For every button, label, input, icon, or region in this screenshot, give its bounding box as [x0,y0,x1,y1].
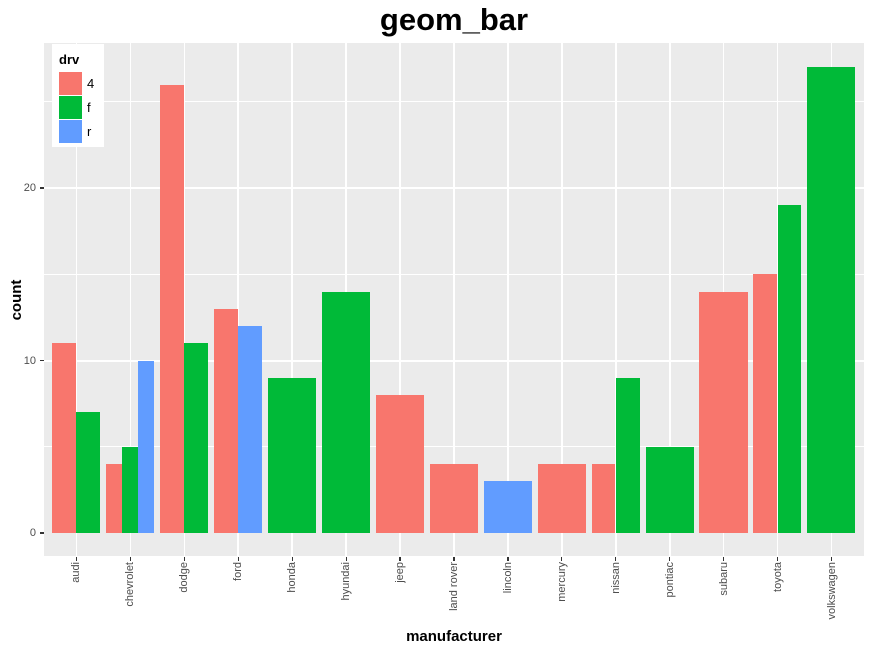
legend-title: drv [59,52,80,67]
x-tick-pontiac [669,556,671,561]
legend-item-4: 4 [59,72,94,95]
gridline-x-land-rover [453,43,455,556]
x-tick-label-toyota: toyota [771,562,784,592]
x-tick-label-hyundai: hyundai [340,562,353,601]
x-tick-dodge [183,556,185,561]
gridline-x-honda [291,43,293,556]
legend-label-4: 4 [87,76,95,91]
legend-item-f: f [59,96,94,119]
gridline-x-mercury [561,43,563,556]
x-tick-label-ford: ford [232,562,245,581]
x-tick-land-rover [453,556,455,561]
y-axis-title: count [8,279,25,321]
legend-item-r: r [59,120,94,143]
bar-toyota-4 [753,274,778,533]
x-tick-hyundai [345,556,347,561]
bar-pontiac-f [645,446,694,533]
plot-title: geom_bar [379,2,529,37]
x-tick-label-land-rover: land rover [448,562,460,611]
bar-nissan-4 [591,464,616,533]
x-tick-lincoln [507,556,509,561]
y-tick-20 [39,187,44,189]
gridline-x-nissan [615,43,617,556]
x-tick-label-dodge: dodge [178,562,191,593]
legend-label-r: r [87,124,92,139]
bar-audi-4 [52,343,76,533]
x-axis-title: manufacturer [406,628,502,645]
x-tick-label-pontiac: pontiac [663,562,676,598]
bar-jeep-4 [375,395,424,533]
gridline-x-audi [75,43,78,556]
x-tick-label-jeep: jeep [394,562,407,583]
x-tick-toyota [777,556,779,561]
y-tick-0 [39,532,44,534]
x-tick-honda [291,556,293,561]
bar-nissan-f [615,377,640,533]
x-tick-label-mercury: mercury [555,562,568,602]
bar-volkswagen-f [807,67,856,533]
bar-chevrolet-4 [106,464,122,533]
bar-audi-f [76,412,101,533]
gridline-x-jeep [399,43,401,556]
x-tick-subaru [723,556,725,561]
y-tick-10 [39,359,44,362]
plot-panel [44,43,864,556]
bar-honda-f [267,377,316,533]
bar-dodge-4 [159,84,184,533]
y-tick-label-0: 0 [29,527,36,539]
x-tick-label-audi: audi [70,562,83,583]
x-tick-label-volkswagen: volkswagen [825,562,838,620]
x-tick-mercury [561,556,563,561]
bar-hyundai-f [321,291,370,533]
legend-swatch-4 [59,72,82,95]
bar-ford-r [238,326,262,533]
x-tick-volkswagen [831,556,833,561]
bar-dodge-f [184,343,209,533]
y-tick-label-10: 10 [23,354,36,367]
legend-swatch-f [59,96,82,119]
x-tick-label-honda: honda [286,562,299,593]
x-tick-ford [237,556,239,561]
x-tick-nissan [615,556,617,561]
x-tick-label-nissan: nissan [609,562,622,594]
bar-subaru-4 [699,291,748,533]
x-tick-audi [75,556,77,561]
bar-chevrolet-f [122,446,138,533]
bar-lincoln-r [483,481,532,533]
bar-mercury-4 [537,464,586,533]
x-tick-chevrolet [129,556,131,561]
bar-toyota-f [777,205,802,533]
gridline-x-chevrolet [129,43,132,556]
gridline-x-lincoln [507,43,509,556]
x-tick-label-chevrolet: chevrolet [124,562,137,607]
gridline-x-pontiac [669,43,671,556]
legend-swatch-r [59,120,82,143]
gridline-x-ford [237,43,239,556]
y-tick-label-20: 20 [23,182,36,194]
bar-ford-4 [213,308,238,533]
bar-chevrolet-r [138,360,155,533]
gridline-x-dodge [183,43,185,556]
x-tick-jeep [399,556,401,561]
x-tick-label-subaru: subaru [717,562,730,596]
legend-label-f: f [87,100,91,115]
x-tick-label-lincoln: lincoln [501,562,514,594]
bar-land-rover-4 [429,464,478,533]
